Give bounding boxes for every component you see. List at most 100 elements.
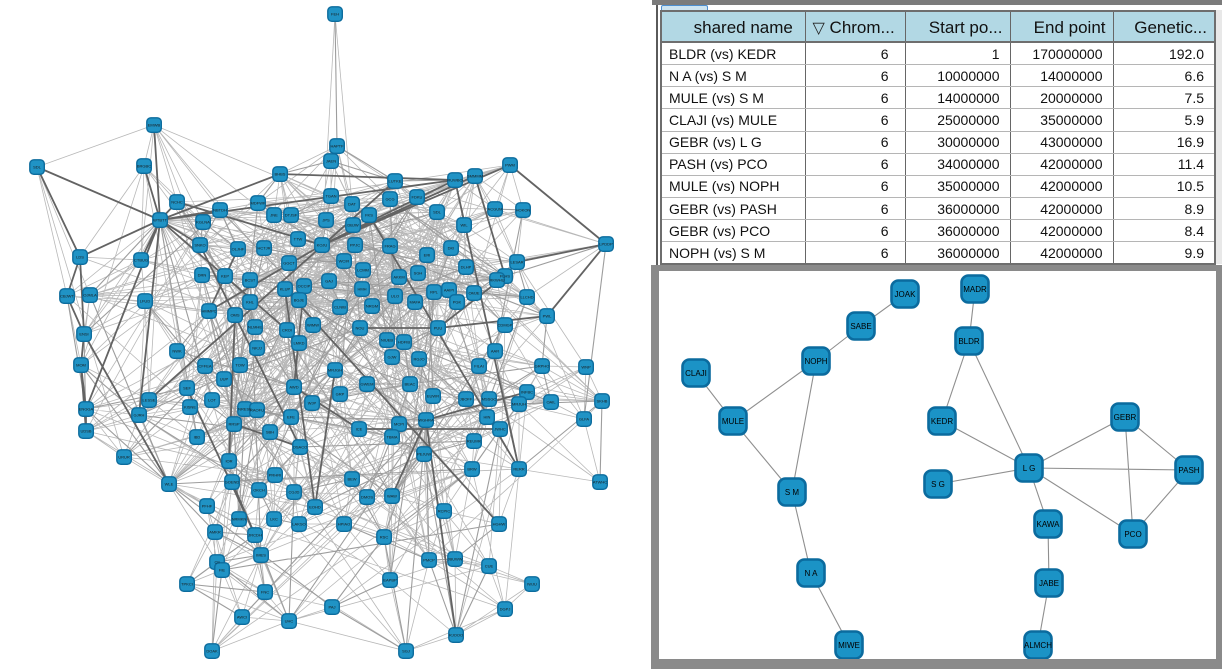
svg-text:PWL: PWL xyxy=(543,314,552,319)
svg-text:MSSGC: MSSGC xyxy=(482,397,497,402)
svg-text:PGK: PGK xyxy=(453,300,462,305)
svg-text:OMS: OMS xyxy=(230,313,239,318)
svg-text:NBTDH: NBTDH xyxy=(213,208,227,213)
svg-text:WAW: WAW xyxy=(387,494,397,499)
svg-text:GJRH: GJRH xyxy=(134,413,145,418)
svg-text:JWHC: JWHC xyxy=(494,427,506,432)
svg-text:LAKSO: LAKSO xyxy=(292,522,305,527)
svg-text:AMKR: AMKR xyxy=(209,530,221,535)
svg-text:ALMCH: ALMCH xyxy=(1024,641,1052,650)
svg-text:LMKD: LMKD xyxy=(293,341,304,346)
svg-text:GAJ: GAJ xyxy=(325,279,333,284)
svg-text:TTW: TTW xyxy=(294,237,303,242)
svg-text:LOT: LOT xyxy=(208,398,216,403)
svg-text:SGH: SGH xyxy=(414,271,423,276)
svg-text:OKCH: OKCH xyxy=(253,488,265,493)
svg-text:PAJ: PAJ xyxy=(328,605,335,610)
svg-text:JOAK: JOAK xyxy=(895,290,917,299)
svg-text:GJW: GJW xyxy=(388,355,397,360)
svg-text:FILAI: FILAI xyxy=(474,364,484,369)
svg-text:HDFIB: HDFIB xyxy=(398,340,410,345)
svg-text:KISNE: KISNE xyxy=(184,405,196,410)
svg-text:AAR: AAR xyxy=(491,349,499,354)
svg-text:OSACO: OSACO xyxy=(293,445,307,450)
svg-text:KEP: KEP xyxy=(221,274,229,279)
svg-text:REUMK: REUMK xyxy=(467,439,482,444)
svg-text:DKI: DKI xyxy=(448,246,455,251)
svg-text:WIL: WIL xyxy=(460,223,468,228)
svg-text:JABE: JABE xyxy=(1039,579,1059,588)
svg-text:FIE: FIE xyxy=(219,568,226,573)
svg-text:SMMMM: SMMMM xyxy=(467,174,483,179)
svg-text:PFHF: PFHF xyxy=(202,504,213,509)
svg-text:MRJGH: MRJGH xyxy=(328,368,342,373)
svg-text:LCMM: LCMM xyxy=(357,268,369,273)
svg-text:SDL: SDL xyxy=(433,210,442,215)
svg-text:NKJJ: NKJJ xyxy=(252,346,262,351)
svg-text:PASH: PASH xyxy=(1178,466,1199,475)
svg-text:OJMLA: OJMLA xyxy=(83,293,97,298)
svg-text:LKC: LKC xyxy=(270,517,278,522)
svg-text:MRJUH: MRJUH xyxy=(512,402,526,407)
svg-text:UHC: UHC xyxy=(285,619,294,624)
svg-text:DOAK: DOAK xyxy=(206,649,218,654)
svg-text:JBOFF: JBOFF xyxy=(460,397,473,402)
svg-text:LPDDP: LPDDP xyxy=(599,242,613,247)
svg-text:PPJC: PPJC xyxy=(350,243,360,248)
svg-text:HPIAO: HPIAO xyxy=(338,522,350,527)
svg-text:DAT: DAT xyxy=(348,202,356,207)
svg-text:KHL: KHL xyxy=(246,300,255,305)
svg-text:KGLNA: KGLNA xyxy=(196,220,210,225)
svg-text:EOHD: EOHD xyxy=(309,505,321,510)
svg-text:TBMA: TBMA xyxy=(386,435,397,440)
svg-text:LFUD: LFUD xyxy=(140,299,151,304)
svg-text:DRN: DRN xyxy=(198,273,207,278)
svg-text:SKHB: SKHB xyxy=(597,399,608,404)
svg-text:RKWHU: RKWHU xyxy=(489,278,504,283)
svg-text:NWK: NWK xyxy=(172,349,182,354)
svg-text:AKKM: AKKM xyxy=(393,275,404,280)
svg-text:HOKON: HOKON xyxy=(516,208,531,213)
svg-text:RSC: RSC xyxy=(380,535,389,540)
svg-text:CUE: CUE xyxy=(485,564,494,569)
svg-text:AWCI: AWCI xyxy=(237,615,247,620)
svg-text:SDL: SDL xyxy=(33,165,42,170)
svg-text:LLCHD: LLCHD xyxy=(520,295,533,300)
svg-text:NCHC: NCHC xyxy=(171,200,183,205)
svg-text:NRESE: NRESE xyxy=(238,407,252,412)
svg-text:RCPIC: RCPIC xyxy=(438,509,451,514)
svg-text:EFE: EFE xyxy=(287,415,295,420)
svg-text:UDSB: UDSB xyxy=(80,429,91,434)
svg-text:BRW: BRW xyxy=(467,467,476,472)
svg-text:DMOS: DMOS xyxy=(361,495,373,500)
svg-text:CFFEA: CFFEA xyxy=(198,364,211,369)
svg-text:TPKCI: TPKCI xyxy=(181,582,193,587)
svg-text:JNE: JNE xyxy=(270,213,278,218)
svg-text:GCG: GCG xyxy=(385,197,394,202)
svg-text:BEW: BEW xyxy=(347,477,356,482)
svg-text:WGHRA: WGHRA xyxy=(418,418,434,423)
svg-text:CLNIB: CLNIB xyxy=(334,305,346,310)
svg-text:BEAC: BEAC xyxy=(405,382,416,387)
svg-text:RERR: RERR xyxy=(513,467,524,472)
svg-text:ERI: ERI xyxy=(424,253,431,258)
svg-text:HGHW: HGHW xyxy=(493,522,506,527)
svg-text:NRGM: NRGM xyxy=(366,304,378,309)
svg-text:TOW: TOW xyxy=(235,363,244,368)
svg-text:MULE: MULE xyxy=(722,417,744,426)
svg-text:RRSP: RRSP xyxy=(228,422,239,427)
svg-text:URUR: URUR xyxy=(118,455,130,460)
svg-text:NLMHE: NLMHE xyxy=(248,325,262,330)
svg-text:JPS: JPS xyxy=(322,218,330,223)
svg-text:INFBC: INFBC xyxy=(521,390,533,395)
svg-text:IWJU: IWJU xyxy=(527,582,537,587)
svg-text:OCCIP: OCCIP xyxy=(298,284,311,289)
svg-text:DBJW: DBJW xyxy=(347,223,359,228)
svg-text:CDMGP: CDMGP xyxy=(498,323,513,328)
svg-text:KOJU: KOJU xyxy=(317,243,328,248)
svg-text:IBD: IBD xyxy=(194,435,201,440)
svg-text:SGJ: SGJ xyxy=(402,649,410,654)
svg-text:CII: CII xyxy=(214,560,219,565)
svg-text:HAPTF: HAPTF xyxy=(330,144,344,149)
svg-text:S G: S G xyxy=(931,480,945,489)
